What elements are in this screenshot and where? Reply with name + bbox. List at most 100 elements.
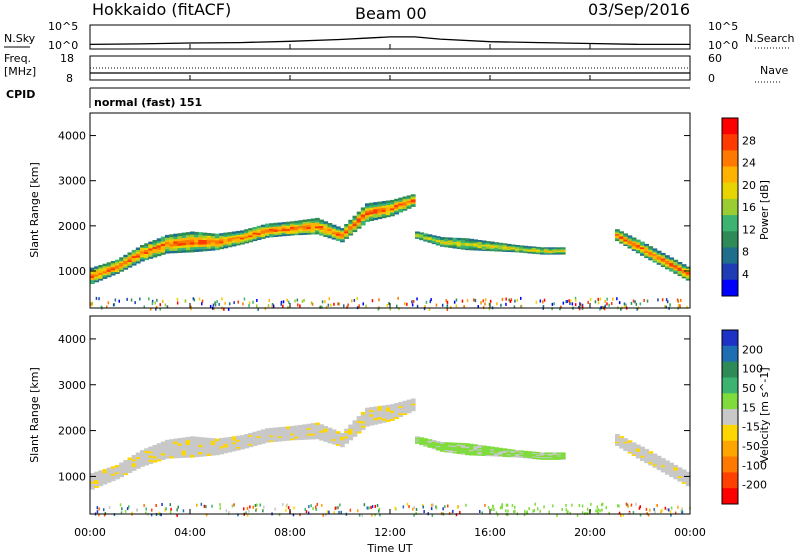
power-cell: [173, 243, 179, 247]
velocity-cell: [373, 408, 379, 412]
velocity-ground-scatter: [491, 508, 493, 512]
velocity-cell: [477, 446, 483, 449]
power-ground-scatter: [148, 297, 150, 301]
velocity-ground-scatter: [661, 508, 663, 512]
velocity-cell: [444, 450, 449, 453]
power-ground-scatter: [397, 296, 399, 300]
power-cell: [302, 232, 308, 235]
power-ground-scatter: [398, 307, 400, 311]
power-cell: [356, 217, 362, 221]
velocity-cell: [360, 418, 366, 422]
power-cell: [119, 262, 124, 265]
power-cell: [148, 245, 154, 249]
velocity-ground-scatter: [121, 507, 123, 511]
power-cell: [540, 251, 545, 253]
velocity-ground-scatter: [312, 507, 314, 511]
power-ground-scatter: [301, 299, 304, 303]
velocity-cell: [440, 443, 445, 445]
power-cell: [265, 227, 270, 230]
power-cell: [552, 247, 558, 249]
power-cell: [185, 247, 191, 251]
velocity-ground-scatter: [203, 504, 206, 508]
velocity-cell: [94, 485, 99, 488]
velocity-cell: [431, 444, 437, 446]
power-ground-scatter: [520, 305, 523, 309]
power-cell: [306, 226, 312, 230]
velocity-ground-scatter: [632, 511, 635, 515]
velocity-cell: [360, 416, 366, 420]
power-cell: [306, 232, 312, 235]
power-cell: [135, 253, 141, 256]
velocity-cell: [123, 460, 129, 463]
velocity-cell: [531, 456, 537, 459]
velocity-cell: [631, 444, 637, 447]
power-cell: [185, 234, 191, 238]
power-ground-scatter: [514, 299, 516, 303]
station-title: Hokkaido (fitACF): [92, 0, 231, 19]
power-cell: [273, 226, 279, 229]
velocity-cell: [506, 451, 512, 454]
velocity-cell: [123, 463, 129, 466]
power-cell: [623, 243, 629, 246]
velocity-cell: [319, 430, 324, 433]
velocity-ground-scatter: [533, 508, 535, 512]
velocity-cell: [248, 441, 254, 444]
power-ground-scatter: [321, 305, 323, 309]
y-tick-label: 4000: [58, 333, 86, 346]
velocity-cell: [127, 470, 133, 473]
velocity-cell: [435, 444, 441, 447]
power-cell: [140, 245, 145, 248]
velocity-cell: [660, 461, 666, 464]
power-cell: [452, 242, 458, 245]
power-cell: [310, 226, 316, 229]
velocity-cell: [490, 451, 495, 453]
power-cell: [352, 223, 358, 227]
power-ground-scatter: [90, 302, 92, 306]
velocity-cell: [669, 466, 674, 469]
velocity-cell: [160, 452, 166, 456]
power-cell: [669, 259, 674, 262]
velocity-cell: [265, 428, 270, 431]
velocity-ground-scatter: [452, 509, 454, 513]
velocity-cell: [481, 450, 487, 453]
velocity-cell: [298, 426, 304, 430]
velocity-cell: [181, 442, 187, 446]
velocity-ground-scatter: [495, 511, 498, 515]
velocity-cell: [656, 467, 662, 471]
colorbar-swatch: [722, 424, 738, 442]
x-tick-label: 16:00: [474, 526, 506, 539]
velocity-ground-scatter: [664, 506, 667, 510]
velocity-cell: [685, 483, 691, 487]
power-cell: [135, 251, 141, 254]
power-cell: [123, 265, 129, 268]
power-ground-scatter: [430, 298, 432, 302]
velocity-cell: [415, 440, 420, 443]
velocity-cell: [156, 447, 162, 451]
power-ground-scatter: [310, 301, 313, 305]
power-cell: [252, 235, 258, 238]
power-cell: [198, 239, 204, 243]
velocity-cell: [410, 404, 416, 407]
velocity-cell: [527, 457, 533, 459]
power-ground-scatter: [568, 299, 570, 303]
power-cell: [98, 268, 104, 272]
velocity-ground-scatter: [196, 503, 198, 507]
velocity-cell: [252, 431, 258, 434]
power-cell: [381, 207, 387, 210]
velocity-cell: [519, 451, 524, 453]
power-cell: [290, 233, 295, 236]
velocity-cell: [427, 446, 433, 448]
power-ground-scatter: [606, 297, 608, 301]
velocity-cell: [152, 457, 158, 461]
velocity-cell: [644, 459, 649, 462]
power-ground-scatter: [639, 302, 642, 306]
power-cell: [260, 228, 266, 231]
power-cell: [556, 253, 562, 255]
power-cell: [348, 229, 354, 232]
velocity-cell: [681, 469, 687, 472]
velocity-ground-scatter: [406, 502, 409, 506]
colorbar-tick-label: 24: [742, 157, 756, 170]
power-cell: [527, 250, 533, 252]
colorbar-swatch: [722, 182, 738, 200]
velocity-ground-scatter: [252, 505, 254, 509]
